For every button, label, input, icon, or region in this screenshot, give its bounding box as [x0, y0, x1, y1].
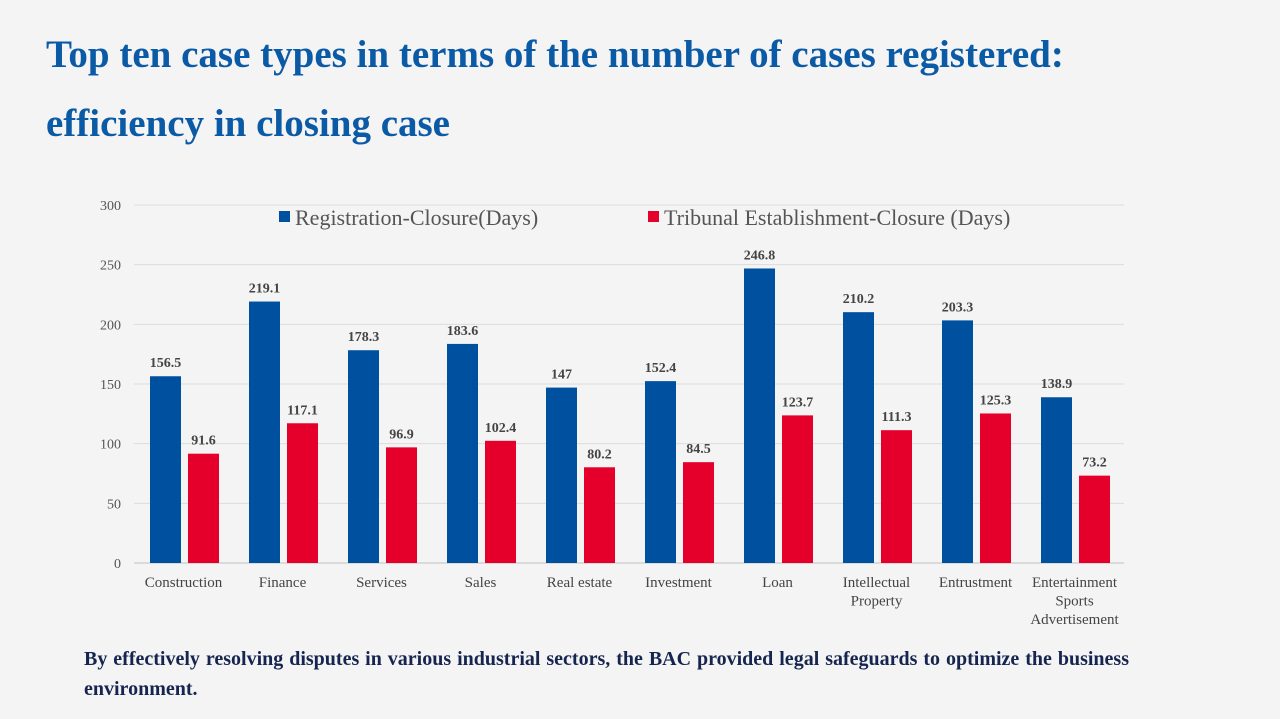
data-label: 73.2: [1082, 456, 1107, 471]
y-tick-label: 0: [114, 557, 121, 572]
x-tick-label: Loan: [762, 575, 793, 591]
x-tick-label: Services: [356, 575, 407, 591]
data-label: 117.1: [287, 403, 318, 418]
data-label: 125.3: [980, 393, 1012, 408]
data-label: 123.7: [782, 395, 814, 410]
bar: [348, 350, 379, 563]
x-tick-label: Sales: [465, 575, 497, 591]
data-label: 102.4: [485, 421, 517, 436]
x-tick-label: Finance: [259, 575, 307, 591]
x-tick-label: Sports: [1055, 594, 1094, 610]
y-tick-label: 50: [107, 497, 121, 512]
y-tick-label: 100: [100, 438, 121, 453]
legend-label: Tribunal Establishment-Closure (Days): [664, 205, 1010, 230]
data-label: 84.5: [686, 442, 711, 457]
bar: [287, 423, 318, 563]
bar: [584, 467, 615, 563]
data-label: 152.4: [645, 361, 677, 376]
x-tick-label: Entertainment: [1032, 575, 1118, 591]
bar: [881, 430, 912, 563]
data-label: 156.5: [150, 356, 182, 371]
y-tick-label: 200: [100, 318, 121, 333]
bar: [1041, 397, 1072, 563]
data-label: 246.8: [744, 248, 776, 263]
data-label: 219.1: [249, 282, 281, 297]
x-tick-label: Intellectual: [843, 575, 910, 591]
x-tick-label: Construction: [145, 575, 223, 591]
y-tick-label: 300: [100, 199, 121, 214]
bar: [1079, 475, 1110, 563]
bar: [188, 453, 219, 563]
bar: [386, 447, 417, 563]
data-label: 147: [551, 368, 572, 383]
data-label: 138.9: [1041, 377, 1073, 392]
bar: [249, 301, 280, 563]
data-label: 111.3: [882, 410, 912, 425]
bar: [843, 312, 874, 563]
legend-swatch: [279, 211, 290, 222]
data-label: 178.3: [348, 330, 380, 345]
bar: [782, 415, 813, 563]
bar: [150, 376, 181, 563]
bar: [744, 268, 775, 563]
y-tick-label: 150: [100, 378, 121, 393]
data-label: 91.6: [191, 434, 216, 449]
bar: [942, 320, 973, 563]
data-label: 96.9: [389, 427, 414, 442]
bar: [447, 343, 478, 563]
x-tick-label: Property: [851, 594, 903, 610]
bar: [546, 387, 577, 563]
legend-label: Registration-Closure(Days): [295, 205, 538, 230]
x-tick-label: Real estate: [547, 575, 613, 591]
bar: [645, 381, 676, 563]
bar: [485, 440, 516, 563]
bar: [980, 413, 1011, 563]
bar: [683, 462, 714, 563]
slide-title-line-2: efficiency in closing case: [46, 102, 450, 145]
slide-title: Top ten case types in terms of the numbe…: [46, 20, 1246, 158]
slide-title-line-1: Top ten case types in terms of the numbe…: [46, 33, 1064, 76]
x-tick-label: Investment: [645, 575, 712, 591]
data-label: 183.6: [447, 324, 479, 339]
data-label: 203.3: [942, 300, 974, 315]
legend-swatch: [648, 211, 659, 222]
y-tick-label: 250: [100, 259, 121, 274]
footer-caption: By effectively resolving disputes in var…: [84, 648, 1129, 700]
data-label: 210.2: [843, 292, 875, 307]
x-tick-label: Entrustment: [939, 575, 1013, 591]
data-label: 80.2: [587, 447, 612, 462]
x-tick-label: Advertisement: [1030, 612, 1119, 628]
